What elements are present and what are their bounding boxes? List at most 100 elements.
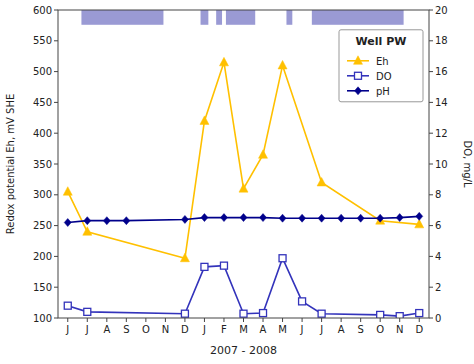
x-tick <box>360 318 361 322</box>
point <box>396 214 403 222</box>
x-tick-label: N <box>396 324 403 335</box>
y-tick <box>54 133 58 134</box>
y2-tick-label: 8 <box>435 189 441 200</box>
y-tick-label: 600 <box>33 5 52 16</box>
point <box>181 310 188 317</box>
point <box>338 214 345 222</box>
x-tick <box>87 318 88 322</box>
band <box>81 10 163 25</box>
x-tick-label: J <box>319 324 323 335</box>
y-tick <box>54 256 58 257</box>
y-tick <box>54 287 58 288</box>
y2-tick <box>429 164 433 165</box>
y2-tick <box>429 133 433 134</box>
y2-tick <box>429 318 433 319</box>
point <box>123 217 130 225</box>
x-tick <box>282 318 283 322</box>
point <box>180 253 189 261</box>
x-tick-label: D <box>415 324 423 335</box>
y2-tick <box>429 10 433 11</box>
x-tick <box>399 318 400 322</box>
y2-tick-label: 6 <box>435 220 441 231</box>
point <box>299 214 306 222</box>
x-tick <box>145 318 146 322</box>
x-tick <box>126 318 127 322</box>
y2-tick-label: 20 <box>435 5 448 16</box>
point <box>84 217 91 225</box>
x-tick <box>380 318 381 322</box>
y-tick-label: 550 <box>33 35 52 46</box>
y2-tick-label: 2 <box>435 282 441 293</box>
y2-axis-label: DO, mg/L <box>462 141 473 188</box>
point <box>377 311 384 318</box>
point <box>64 219 71 227</box>
point <box>416 212 423 220</box>
point <box>260 214 267 222</box>
y-tick <box>54 318 58 319</box>
legend-marker <box>355 72 362 79</box>
x-tick <box>243 318 244 322</box>
x-tick <box>67 318 68 322</box>
x-tick-label: F <box>221 324 227 335</box>
y2-tick-label: 16 <box>435 66 448 77</box>
x-tick-label: M <box>278 324 287 335</box>
x-tick-label: D <box>181 324 189 335</box>
y2-tick <box>429 71 433 72</box>
x-tick <box>165 318 166 322</box>
y-tick-label: 450 <box>33 97 52 108</box>
point <box>201 263 208 270</box>
legend: Well PWEhDOpH <box>339 30 423 102</box>
x-tick-label: J <box>65 324 69 335</box>
x-tick-label: A <box>260 324 267 335</box>
point <box>239 184 248 193</box>
x-tick <box>223 318 224 322</box>
band <box>286 10 292 25</box>
y-tick-label: 500 <box>33 66 52 77</box>
point <box>220 262 227 269</box>
y2-tick-label: 4 <box>435 251 441 262</box>
y-axis-label: Redox potential Eh, mV SHE <box>5 94 16 235</box>
legend-box <box>339 30 423 102</box>
x-tick-label: S <box>123 324 129 335</box>
plot-frame <box>58 10 429 318</box>
y-tick-label: 400 <box>33 128 52 139</box>
x-tick <box>263 318 264 322</box>
band <box>201 10 209 25</box>
point <box>240 310 247 317</box>
point <box>83 227 92 236</box>
point <box>318 310 325 317</box>
y-tick <box>54 71 58 72</box>
x-tick <box>106 318 107 322</box>
y-tick-label: 250 <box>33 220 52 231</box>
point <box>317 177 326 186</box>
y2-tick <box>429 225 433 226</box>
point <box>416 310 423 317</box>
x-tick <box>321 318 322 322</box>
y2-tick-label: 14 <box>435 97 448 108</box>
x-tick-label: S <box>357 324 363 335</box>
point <box>299 298 306 305</box>
point <box>181 215 188 223</box>
point <box>63 187 72 196</box>
y-tick-label: 100 <box>33 313 52 324</box>
x-tick <box>302 318 303 322</box>
x-axis-label: 2007 - 2008 <box>210 344 277 357</box>
legend-entry: Eh <box>376 56 389 67</box>
x-tick <box>341 318 342 322</box>
point <box>200 116 209 125</box>
band <box>226 10 255 25</box>
legend-marker <box>354 56 363 64</box>
y-tick-label: 350 <box>33 159 52 170</box>
band <box>312 10 404 25</box>
point <box>64 302 71 309</box>
y2-tick-label: 10 <box>435 159 448 170</box>
y2-tick <box>429 194 433 195</box>
y2-tick <box>429 287 433 288</box>
x-tick <box>419 318 420 322</box>
y-tick <box>54 102 58 103</box>
point <box>259 150 268 159</box>
y-tick <box>54 40 58 41</box>
legend-entry: pH <box>376 86 390 97</box>
point <box>357 214 364 222</box>
y-tick-label: 300 <box>33 189 52 200</box>
